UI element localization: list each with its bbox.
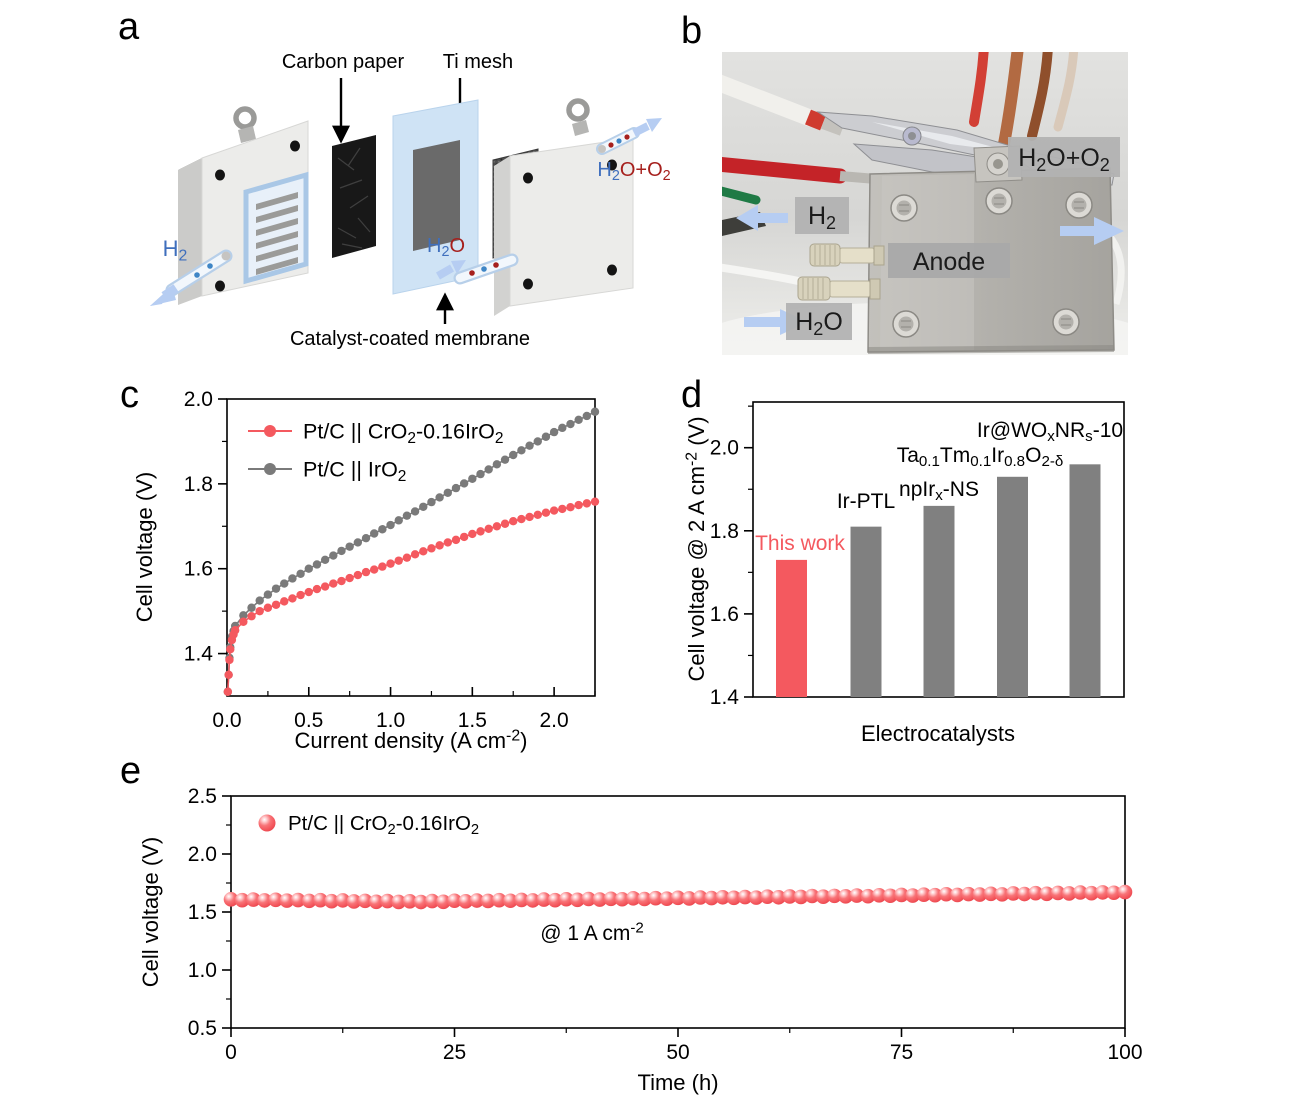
electrolyzer-photo: H2O+O2 H2 Anode H2O: [722, 52, 1128, 355]
bar-0: [776, 559, 807, 697]
svg-text:Ir-PTL: Ir-PTL: [837, 490, 895, 513]
h2-label: H2: [163, 236, 188, 264]
h2o-label: H2O: [427, 235, 465, 260]
svg-text:0: 0: [225, 1041, 237, 1064]
svg-text:2.0: 2.0: [710, 437, 739, 460]
red-cable: [722, 156, 848, 184]
svg-text:@ 1 A cm-2: @ 1 A cm-2: [540, 920, 644, 945]
anode-end-plate: [494, 98, 634, 316]
svg-text:1.4: 1.4: [184, 643, 214, 666]
series-stability: [223, 884, 1133, 910]
green-wire: [722, 186, 761, 205]
svg-text:Ir@WOxNRs-10: Ir@WOxNRs-10: [977, 419, 1123, 445]
white-cable-band: [805, 109, 826, 131]
svg-text:1.4: 1.4: [710, 686, 740, 709]
top-wires: [969, 52, 1079, 150]
svg-text:1.0: 1.0: [188, 959, 217, 982]
carbon-paper-label: Carbon paper: [282, 51, 405, 73]
stability-test-chart: 0 25 50 75 100 0.5 1.0 1.5 2.0 2.5 Time (h) Cell vo…: [138, 785, 1143, 1095]
photo-h2o-o2-label: H2O+O2: [1018, 144, 1110, 175]
plot-axes: 0.0 0.5 1.0 1.5 2.0 1.4 1.6 1.8 2.0: [184, 388, 596, 732]
legend: Pt/C || CrO2-0.16IrO2 Pt/C || IrO2: [248, 420, 503, 485]
svg-text:0.5: 0.5: [294, 709, 323, 732]
svg-text:50: 50: [666, 1041, 689, 1064]
panel-letter-c: c: [120, 374, 139, 416]
bar-4: [1069, 464, 1101, 697]
fittings: [797, 243, 885, 301]
legend: Pt/C || CrO2-0.16IrO2: [258, 812, 479, 838]
bar-3: [997, 476, 1028, 697]
photo-anode-label: Anode: [913, 248, 985, 276]
svg-text:2.0: 2.0: [540, 709, 569, 732]
white-cable-tip: [820, 117, 845, 136]
svg-text:Current density (A cm-2): Current density (A cm-2): [295, 727, 528, 753]
svg-text:Electrocatalysts: Electrocatalysts: [861, 721, 1015, 746]
svg-text:1.0: 1.0: [376, 709, 405, 732]
bracket-screw-center: [993, 159, 1003, 169]
panel-letter-e: e: [120, 750, 142, 792]
svg-text:75: 75: [890, 1041, 913, 1064]
svg-text:1.6: 1.6: [184, 558, 213, 581]
ccm-label: Catalyst-coated membrane: [290, 328, 530, 350]
svg-text:0.5: 0.5: [188, 1017, 217, 1040]
photo-h2-label: H2: [808, 202, 836, 233]
svg-text:1.8: 1.8: [710, 520, 739, 543]
svg-text:1.8: 1.8: [184, 473, 213, 496]
svg-text:0.0: 0.0: [212, 709, 241, 732]
plot-axes: 0 25 50 75 100 0.5 1.0 1.5 2.0 2.5: [188, 785, 1143, 1064]
svg-text:Cell voltage (V): Cell voltage (V): [132, 472, 157, 622]
bar-2: [923, 505, 955, 697]
polarization-curve-chart: 0.0 0.5 1.0 1.5 2.0 1.4 1.6 1.8 2.0 Current densi…: [132, 388, 600, 753]
h2-outlet-tube: [150, 249, 233, 306]
panel-letter-a: a: [118, 6, 140, 48]
svg-text:This work: This work: [755, 532, 845, 555]
svg-text:1.6: 1.6: [710, 603, 739, 626]
bolts: [890, 187, 1093, 338]
svg-text:2.5: 2.5: [188, 785, 217, 808]
svg-text:2.0: 2.0: [184, 388, 213, 411]
panel-letter-b: b: [681, 10, 703, 52]
svg-text:Cell voltage (V): Cell voltage (V): [138, 837, 163, 987]
svg-text:100: 100: [1107, 1041, 1142, 1064]
svg-text:Pt/C || CrO2-0.16IrO2: Pt/C || CrO2-0.16IrO2: [288, 812, 479, 838]
electrolyzer-schematic: Carbon paper Ti mesh: [150, 51, 671, 350]
h2-out-arrow: [736, 205, 788, 231]
svg-text:2.0: 2.0: [188, 843, 217, 866]
svg-text:Ta0.1Tm0.1Ir0.8O2-δ: Ta0.1Tm0.1Ir0.8O2-δ: [897, 444, 1064, 470]
svg-text:Pt/C || CrO2-0.16IrO2: Pt/C || CrO2-0.16IrO2: [303, 420, 503, 447]
ti-mesh-label: Ti mesh: [443, 51, 513, 73]
svg-text:npIrx-NS: npIrx-NS: [899, 478, 979, 504]
panel-letter-d: d: [681, 374, 703, 416]
flow-field-channels: [256, 192, 298, 275]
h2o-o2-outlet-tube: [596, 118, 662, 155]
cell-block-shadow: [868, 345, 1114, 354]
h2o-inlet-tube: [436, 253, 519, 285]
photo-h2o-label: H2O: [795, 308, 843, 339]
white-cable: [722, 74, 819, 127]
catalyst-coated-membrane: [392, 99, 479, 295]
carbon-paper: [332, 135, 376, 258]
photo-labels: H2O+O2 H2 Anode H2O: [786, 137, 1120, 340]
svg-text:1.5: 1.5: [188, 901, 217, 924]
series-cro2-iro2: [223, 497, 600, 696]
series-iro2: [223, 407, 600, 696]
o2-out-arrow: [1060, 217, 1124, 245]
h2o-o2-label: H2O+O2: [597, 159, 670, 184]
svg-text:Time (h): Time (h): [637, 1070, 718, 1095]
svg-text:1.5: 1.5: [458, 709, 487, 732]
svg-text:Pt/C || IrO2: Pt/C || IrO2: [303, 458, 406, 485]
svg-text:Cell voltage @ 2 A cm-2 (V): Cell voltage @ 2 A cm-2 (V): [683, 416, 709, 681]
svg-text:25: 25: [443, 1041, 466, 1064]
bar-1: [850, 526, 882, 697]
